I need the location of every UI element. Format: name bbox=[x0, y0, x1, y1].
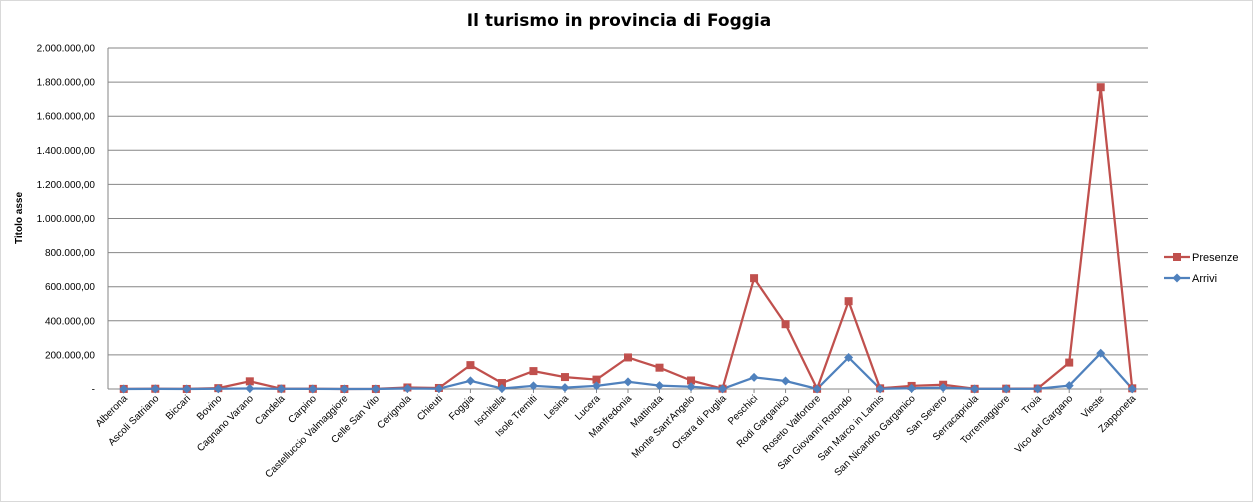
point-arrivi[interactable] bbox=[339, 384, 349, 394]
point-arrivi[interactable] bbox=[150, 384, 160, 394]
point-arrivi[interactable] bbox=[875, 384, 885, 394]
point-arrivi[interactable] bbox=[655, 381, 665, 391]
legend-item-presenze[interactable]: Presenze bbox=[1164, 252, 1238, 264]
y-tick-label: 800.000,00 bbox=[45, 248, 95, 259]
point-presenze[interactable] bbox=[844, 297, 853, 306]
y-tick-label: 1.400.000,00 bbox=[37, 146, 96, 157]
legend-label: Arrivi bbox=[1192, 273, 1217, 285]
point-presenze[interactable] bbox=[560, 373, 569, 382]
point-arrivi[interactable] bbox=[182, 384, 192, 394]
point-arrivi[interactable] bbox=[528, 381, 538, 391]
point-arrivi[interactable] bbox=[1064, 381, 1074, 391]
point-presenze[interactable] bbox=[655, 363, 664, 372]
point-arrivi[interactable] bbox=[1033, 384, 1043, 394]
y-tick-label: 1.600.000,00 bbox=[37, 112, 96, 123]
y-axis-title: Titolo asse bbox=[14, 192, 25, 244]
point-arrivi[interactable] bbox=[812, 384, 822, 394]
series-markers bbox=[119, 83, 1137, 394]
point-arrivi[interactable] bbox=[938, 383, 948, 393]
point-arrivi[interactable] bbox=[371, 384, 381, 394]
legend-item-arrivi[interactable]: Arrivi bbox=[1164, 273, 1217, 285]
point-arrivi[interactable] bbox=[970, 384, 980, 394]
legend-marker bbox=[1173, 253, 1181, 261]
point-arrivi[interactable] bbox=[844, 352, 854, 362]
point-arrivi[interactable] bbox=[1096, 348, 1106, 358]
point-presenze[interactable] bbox=[1065, 358, 1074, 367]
point-arrivi[interactable] bbox=[749, 372, 759, 382]
point-presenze[interactable] bbox=[529, 367, 538, 376]
point-presenze[interactable] bbox=[1096, 83, 1105, 92]
point-presenze[interactable] bbox=[624, 353, 632, 362]
y-tick-label: 2.000.000,00 bbox=[37, 44, 96, 55]
point-presenze[interactable] bbox=[466, 361, 475, 370]
y-tick-label: 200.000,00 bbox=[45, 350, 95, 361]
chart-title: Il turismo in provincia di Foggia bbox=[467, 11, 771, 31]
point-arrivi[interactable] bbox=[497, 383, 507, 393]
point-arrivi[interactable] bbox=[1001, 384, 1011, 394]
point-arrivi[interactable] bbox=[245, 383, 255, 393]
point-arrivi[interactable] bbox=[1127, 384, 1137, 394]
legend[interactable]: Presenze Arrivi bbox=[1164, 252, 1238, 285]
y-tick-label: - bbox=[92, 385, 95, 396]
point-arrivi[interactable] bbox=[718, 384, 728, 394]
legend-marker bbox=[1172, 273, 1182, 283]
point-presenze[interactable] bbox=[750, 274, 759, 283]
y-tick-label: 1.200.000,00 bbox=[37, 180, 96, 191]
gridlines bbox=[107, 47, 1148, 393]
point-presenze[interactable] bbox=[592, 375, 601, 384]
point-arrivi[interactable] bbox=[276, 384, 286, 394]
point-arrivi[interactable] bbox=[781, 376, 791, 386]
y-tick-label: 1.800.000,00 bbox=[37, 78, 96, 89]
point-arrivi[interactable] bbox=[308, 384, 318, 394]
point-arrivi[interactable] bbox=[465, 376, 475, 386]
legend-label: Presenze bbox=[1192, 252, 1238, 264]
point-presenze[interactable] bbox=[781, 320, 790, 329]
y-axis-tick-labels: - 200.000,00 400.000,00 600.000,00 800.000,0… bbox=[37, 44, 96, 396]
point-arrivi[interactable] bbox=[560, 383, 570, 393]
point-presenze[interactable] bbox=[687, 376, 696, 385]
point-presenze[interactable] bbox=[497, 379, 506, 388]
point-arrivi[interactable] bbox=[434, 384, 444, 394]
point-arrivi[interactable] bbox=[686, 382, 696, 392]
point-arrivi[interactable] bbox=[623, 377, 633, 387]
point-arrivi[interactable] bbox=[907, 383, 917, 393]
point-arrivi[interactable] bbox=[591, 381, 601, 391]
point-arrivi[interactable] bbox=[119, 384, 129, 394]
point-presenze[interactable] bbox=[245, 377, 254, 386]
y-tick-label: 600.000,00 bbox=[45, 282, 95, 293]
y-tick-label: 400.000,00 bbox=[45, 316, 95, 327]
point-arrivi[interactable] bbox=[402, 383, 412, 393]
point-arrivi[interactable] bbox=[213, 384, 223, 394]
y-tick-label: 1.000.000,00 bbox=[37, 214, 96, 225]
